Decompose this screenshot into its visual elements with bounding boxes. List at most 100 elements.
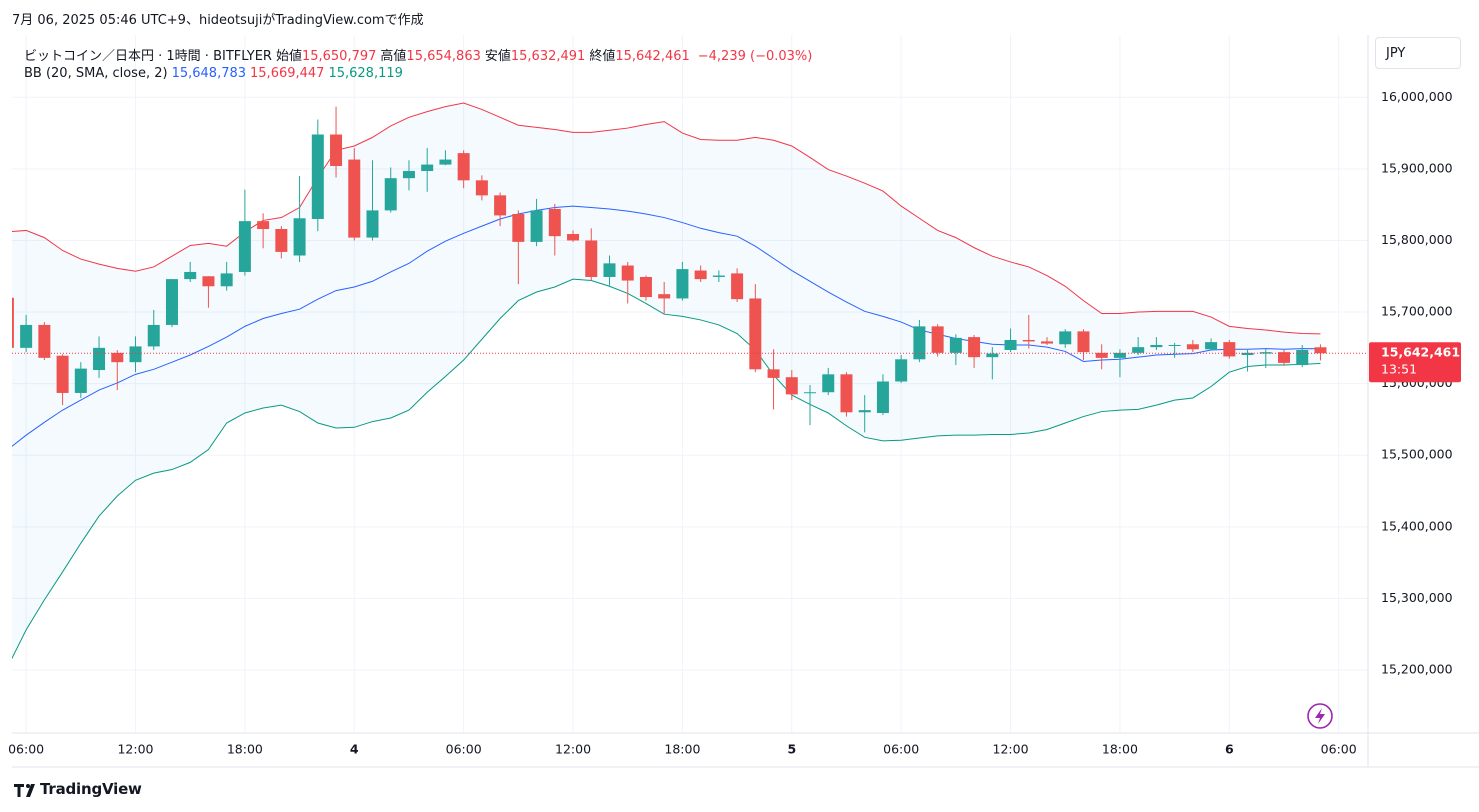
y-tick-label: 15,400,000 — [1381, 518, 1453, 533]
lightning-icon[interactable] — [1307, 703, 1333, 729]
indicator-value: 15,648,783 — [171, 66, 247, 81]
ohlc-value: 15,654,863 — [406, 49, 481, 64]
candle-body — [275, 229, 288, 252]
grid — [12, 35, 1368, 733]
candle-body — [1059, 331, 1072, 345]
symbol-title: ビットコイン／日本円 · 1時間 · BITFLYER — [24, 49, 272, 64]
candle-body — [804, 392, 817, 394]
symbol-legend: ビットコイン／日本円 · 1時間 · BITFLYER 始値15,650,797 高… — [24, 45, 816, 64]
candle-body — [1132, 347, 1145, 353]
candle-body — [457, 153, 470, 181]
candle-body — [12, 297, 14, 348]
candle-body — [840, 374, 853, 413]
candle-body — [658, 294, 671, 299]
candle-body — [1205, 342, 1218, 350]
indicator-legend: BB (20, SMA, close, 2) 15,648,783 15,669,4… — [24, 66, 411, 81]
candle-body — [1259, 352, 1272, 354]
y-tick-label: 15,900,000 — [1381, 160, 1453, 175]
candle-body — [949, 337, 962, 353]
candle-body — [1278, 352, 1290, 363]
candle-body — [220, 273, 233, 287]
candle-body — [712, 275, 725, 277]
ohlc-value: 15,650,797 — [301, 49, 377, 64]
x-tick-label: 18:00 — [227, 742, 263, 757]
ohlc-label: 安値 — [484, 49, 511, 64]
candle-body — [293, 218, 306, 256]
candle-body — [1296, 349, 1309, 366]
candle-body — [330, 134, 343, 167]
candle-body — [585, 240, 598, 277]
y-tick-label: 15,800,000 — [1381, 232, 1453, 247]
candle-body — [895, 359, 908, 382]
candle-body — [129, 346, 142, 363]
x-tick-label: 6 — [1225, 742, 1234, 757]
brand: TradingView — [40, 780, 142, 798]
ohlc-label: 高値 — [380, 49, 407, 64]
candle-body — [512, 213, 525, 242]
candle-body — [603, 263, 616, 277]
ohlc-label: 始値 — [275, 49, 302, 64]
candle-body — [311, 134, 324, 219]
candle-body — [913, 326, 926, 360]
candle-body — [202, 276, 215, 287]
bb-upper-line — [12, 102, 1321, 335]
x-tick-label: 06:00 — [1321, 742, 1357, 757]
currency-button[interactable]: JPY — [1375, 37, 1461, 69]
candle-body — [74, 368, 87, 393]
y-tick-label: 15,200,000 — [1381, 662, 1453, 677]
x-tick-label: 4 — [350, 742, 359, 757]
candle-body — [731, 273, 744, 300]
plot-area — [12, 102, 1368, 660]
x-tick-label: 12:00 — [555, 742, 591, 757]
last-price-box — [1369, 342, 1461, 383]
candle-body — [165, 279, 178, 325]
axes: 15,200,000 15,300,000 15,400,000 15,500,000… — [8, 89, 1461, 757]
candle-body — [93, 347, 106, 371]
y-tick-label: 15,700,000 — [1381, 304, 1453, 319]
header: 7月 06, 2025 05:46 UTC+9、hideotsujiがTradi… — [12, 13, 424, 28]
candle-body — [822, 374, 835, 393]
x-tick-label: 06:00 — [883, 742, 919, 757]
indicator-values: 15,648,783 15,669,447 15,628,119 — [172, 66, 407, 81]
candle-body — [1150, 344, 1163, 348]
candle-body — [1314, 347, 1327, 354]
candle-body — [348, 159, 361, 238]
candle-body — [184, 271, 197, 280]
candle-body — [986, 353, 999, 358]
candle-body — [56, 355, 69, 393]
candle-body — [421, 164, 434, 172]
x-tick-label: 06:00 — [8, 742, 44, 757]
candle-body — [147, 324, 160, 347]
candle-body — [20, 324, 33, 348]
tradingview-logo — [14, 784, 35, 797]
candle-body — [1041, 341, 1054, 344]
candle-body — [494, 195, 507, 216]
candle-body — [1186, 344, 1199, 350]
candle-body — [366, 210, 379, 238]
candle-body — [1113, 352, 1126, 358]
x-tick-label: 06:00 — [446, 742, 482, 757]
candle-body — [785, 377, 798, 395]
x-tick-label: 12:00 — [993, 742, 1029, 757]
candle-body — [749, 298, 762, 370]
countdown-label: 13:51 — [1381, 362, 1417, 377]
ohlc-label: 終値 — [589, 49, 616, 64]
candle-body — [238, 221, 251, 272]
candle-body — [676, 269, 689, 299]
x-tick-label: 5 — [787, 742, 796, 757]
x-tick-label: 12:00 — [117, 742, 153, 757]
candle-body — [548, 208, 561, 237]
candle-body — [931, 326, 944, 353]
candle-body — [439, 159, 452, 165]
candle-body — [1095, 352, 1108, 358]
ohlc-legend: 始値15,650,797 高値15,654,863 安値15,632,491 終値15… — [276, 49, 694, 64]
candle-body — [858, 410, 871, 413]
candle-body — [1004, 339, 1017, 350]
candle-body — [530, 210, 543, 242]
y-tick-label: 16,000,000 — [1381, 89, 1453, 104]
indicator-value: 15,628,119 — [328, 66, 403, 81]
candle-body — [475, 180, 488, 196]
candle-body — [767, 369, 780, 378]
